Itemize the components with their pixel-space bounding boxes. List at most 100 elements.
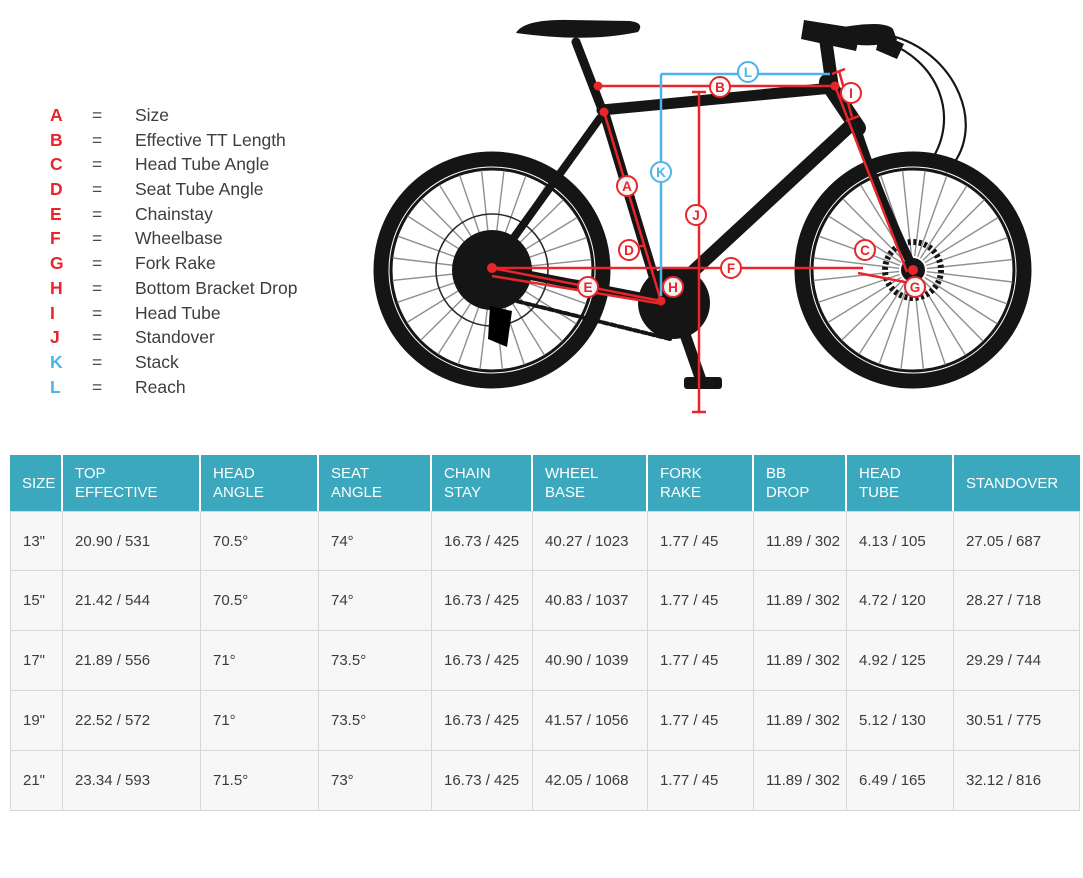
- column-header: STANDOVER: [954, 455, 1080, 511]
- diagram-label-K: K: [650, 161, 672, 183]
- diagram-label-L: L: [737, 61, 759, 83]
- table-row: 21" 23.34 / 593 71.5° 73° 16.73 / 425 42.05 /…: [10, 751, 1080, 811]
- legend-letter: G: [50, 253, 64, 274]
- table-cell: 71°: [201, 631, 319, 691]
- table-cell: 41.57 / 1056: [533, 691, 648, 751]
- legend-letter: A: [50, 105, 63, 125]
- legend-letter: B: [50, 129, 63, 150]
- diagram-label-C: C: [854, 239, 876, 261]
- table-cell: 73.5°: [319, 631, 432, 691]
- legend-equals: =: [92, 302, 103, 323]
- geometry-legend: A = Size B = Effective TT Length C = Head Tube A…: [50, 103, 297, 399]
- legend-letter: L: [50, 376, 61, 397]
- table-cell: 73°: [319, 751, 432, 811]
- legend-equals: =: [92, 105, 103, 125]
- top-tube: [596, 82, 838, 116]
- table-cell: 42.05 / 1068: [533, 751, 648, 811]
- diagram-label-F: F: [720, 257, 742, 279]
- table-cell: 28.27 / 718: [954, 571, 1080, 631]
- legend-label: Effective TT Length: [135, 129, 286, 150]
- table-cell: 70.5°: [201, 571, 319, 631]
- diagram-label-B: B: [709, 76, 731, 98]
- table-cell: 19": [10, 691, 63, 751]
- pedal: [684, 377, 722, 389]
- table-cell: 11.89 / 302: [754, 751, 847, 811]
- legend-equals: =: [92, 327, 103, 348]
- table-cell: 1.77 / 45: [648, 631, 754, 691]
- fork: [851, 122, 918, 273]
- table-cell: 6.49 / 165: [847, 751, 954, 811]
- table-cell: 32.12 / 816: [954, 751, 1080, 811]
- table-row: 15" 21.42 / 544 70.5° 74° 16.73 / 425 40.83 /…: [10, 571, 1080, 631]
- table-cell: 16.73 / 425: [432, 691, 533, 751]
- saddle: [516, 19, 641, 38]
- table-cell: 20.90 / 531: [63, 511, 201, 571]
- bike-illustration: [373, 19, 1032, 414]
- table-cell: 17": [10, 631, 63, 691]
- table-cell: 74°: [319, 571, 432, 631]
- legend-letter: F: [50, 228, 61, 249]
- table-row: 17" 21.89 / 556 71° 73.5° 16.73 / 425 40.90 /…: [10, 631, 1080, 691]
- table-cell: 16.73 / 425: [432, 631, 533, 691]
- line-chainstay: [491, 266, 662, 303]
- line-fork-rake: [857, 271, 911, 285]
- legend-equals: =: [92, 277, 103, 298]
- front-wheel: [794, 151, 1032, 389]
- legend-label: Head Tube: [135, 302, 221, 323]
- table-cell: 30.51 / 775: [954, 691, 1080, 751]
- crank-arm: [668, 297, 708, 389]
- table-cell: 40.27 / 1023: [533, 511, 648, 571]
- down-tube: [654, 117, 859, 308]
- table-cell: 4.13 / 105: [847, 511, 954, 571]
- legend-item: K = Stack: [50, 350, 297, 375]
- legend-label: Reach: [135, 376, 186, 397]
- table-cell: 21.89 / 556: [63, 631, 201, 691]
- column-header: FORK RAKE: [648, 455, 754, 511]
- table-cell: 74°: [319, 511, 432, 571]
- table-cell: 16.73 / 425: [432, 751, 533, 811]
- legend-item: A = Size: [50, 103, 297, 128]
- table-cell: 1.77 / 45: [648, 511, 754, 571]
- steerer: [819, 35, 839, 91]
- table-cell: 13": [10, 511, 63, 571]
- legend-letter: C: [50, 154, 63, 175]
- legend-equals: =: [92, 154, 103, 175]
- brake-cable: [879, 38, 945, 166]
- legend-equals: =: [92, 228, 103, 249]
- diagram-label-G: G: [904, 276, 926, 298]
- column-header: SIZE: [10, 455, 63, 511]
- table-cell: 73.5°: [319, 691, 432, 751]
- table-row: 19" 22.52 / 572 71° 73.5° 16.73 / 425 41.57 /…: [10, 691, 1080, 751]
- column-header: HEAD TUBE: [847, 455, 954, 511]
- legend-letter: K: [50, 351, 63, 372]
- table-cell: 4.92 / 125: [847, 631, 954, 691]
- frame: [487, 19, 967, 389]
- diagram-label-D: D: [618, 239, 640, 261]
- legend-item: E = Chainstay: [50, 202, 297, 227]
- table-cell: 5.12 / 130: [847, 691, 954, 751]
- legend-equals: =: [92, 351, 103, 372]
- legend-label: Size: [135, 105, 170, 125]
- column-header: HEAD ANGLE: [201, 455, 319, 511]
- table-cell: 29.29 / 744: [954, 631, 1080, 691]
- table-cell: 11.89 / 302: [754, 631, 847, 691]
- header-row: SIZE TOP EFFECTIVE HEAD ANGLE SEAT ANGLE CHA…: [10, 455, 1080, 511]
- legend-item: B = Effective TT Length: [50, 128, 297, 153]
- table-cell: 4.72 / 120: [847, 571, 954, 631]
- legend-letter: D: [50, 179, 63, 200]
- diagram-label-I: I: [840, 82, 862, 104]
- legend-letter: I: [50, 302, 55, 323]
- table-cell: 11.89 / 302: [754, 691, 847, 751]
- rear-derailleur: [488, 306, 512, 347]
- legend-letter: J: [50, 327, 60, 348]
- table-cell: 15": [10, 571, 63, 631]
- table-cell: 21": [10, 751, 63, 811]
- legend-letter: E: [50, 203, 62, 224]
- legend-item: F = Wheelbase: [50, 226, 297, 251]
- column-header: WHEEL BASE: [533, 455, 648, 511]
- table-cell: 16.73 / 425: [432, 571, 533, 631]
- column-header: BB DROP: [754, 455, 847, 511]
- table-cell: 70.5°: [201, 511, 319, 571]
